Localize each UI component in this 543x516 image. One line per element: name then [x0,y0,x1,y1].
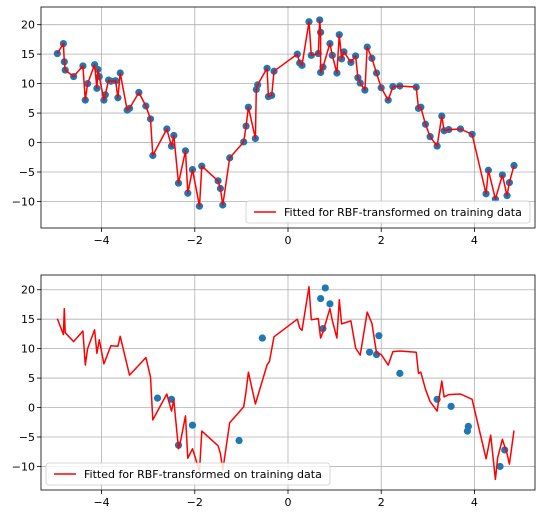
axes-frame [40,6,536,229]
fitted-line [56,19,515,207]
x-tick-label: −4 [93,234,109,247]
y-tick-label: 0 [28,137,35,150]
data-point [375,332,383,340]
x-tick-label: −2 [187,496,203,509]
y-tick-label: 20 [21,19,35,32]
chart-panel-1: −4 −2 0 2 4 −10 −5 0 5 10 15 20 Fitted for RBF-trans… [12,6,536,247]
legend: Fitted for RBF-transformed on training d… [245,200,531,224]
y-tick-label: −10 [12,195,35,208]
data-point [326,300,334,308]
axes-frame [40,274,536,491]
x-tick-label: 0 [285,496,292,509]
x-tick-label: 4 [471,234,478,247]
data-point [396,369,404,377]
y-tick-label: −10 [12,460,35,473]
data-point [317,294,325,303]
fitted-line [56,286,515,481]
legend-box [245,200,531,224]
legend-label: Fitted for RBF-transformed on training d… [284,206,522,219]
x-tick-label: −4 [93,496,109,509]
data-point [258,334,266,342]
data-point [464,422,472,430]
y-tick-label: 10 [21,78,35,91]
legend: Fitted for RBF-transformed on training d… [45,462,331,486]
data-point [235,436,243,445]
legend-box [45,462,331,486]
x-tick-label: −2 [187,234,203,247]
data-point [153,394,162,402]
y-tick-label: −5 [19,166,35,179]
data-point [447,402,455,410]
data-point [321,284,329,292]
x-tick-label: 4 [471,496,478,509]
y-tick-label: 5 [28,372,35,385]
data-point [365,348,374,356]
legend-label: Fitted for RBF-transformed on training d… [84,468,322,481]
y-tick-label: 0 [28,402,35,415]
data-point [496,462,504,471]
y-tick-label: −5 [19,431,35,444]
y-tick-label: 5 [28,107,35,120]
data-point [188,421,197,429]
y-tick-label: 10 [21,343,35,356]
chart-panel-2: −4 −2 0 2 4 −10 −5 0 5 10 15 20 Fitted for RBF-trans… [12,274,536,509]
x-tick-label: 2 [378,496,385,509]
x-tick-label: 0 [285,234,292,247]
y-tick-label: 15 [21,313,35,326]
y-tick-label: 20 [21,284,35,297]
y-tick-label: 15 [21,48,35,61]
x-tick-label: 2 [378,234,385,247]
